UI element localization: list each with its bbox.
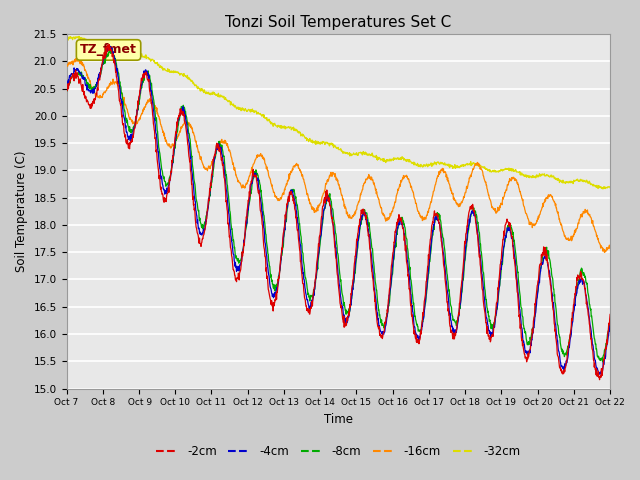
- -8cm: [171, 145, 179, 151]
- -8cm: [106, 45, 114, 51]
- -4cm: [184, 130, 191, 136]
- -8cm: [494, 298, 502, 303]
- Line: -4cm: -4cm: [67, 46, 610, 374]
- -4cm: [595, 372, 603, 377]
- -8cm: [63, 86, 70, 92]
- Legend: -2cm, -4cm, -8cm, -16cm, -32cm: -2cm, -4cm, -8cm, -16cm, -32cm: [152, 441, 525, 463]
- -16cm: [542, 195, 550, 201]
- -4cm: [606, 322, 614, 327]
- -32cm: [606, 185, 614, 191]
- -32cm: [171, 70, 179, 75]
- -16cm: [63, 62, 70, 68]
- Line: -2cm: -2cm: [67, 45, 610, 380]
- -2cm: [244, 199, 252, 204]
- -4cm: [106, 43, 114, 49]
- -4cm: [171, 143, 179, 148]
- -4cm: [494, 295, 502, 300]
- -8cm: [423, 287, 431, 292]
- -2cm: [606, 312, 614, 317]
- -16cm: [494, 204, 502, 210]
- Title: Tonzi Soil Temperatures Set C: Tonzi Soil Temperatures Set C: [225, 15, 451, 30]
- -32cm: [423, 161, 431, 167]
- -8cm: [606, 317, 614, 323]
- -2cm: [494, 285, 502, 291]
- -16cm: [244, 176, 252, 181]
- -8cm: [244, 203, 252, 209]
- Text: TZ_fmet: TZ_fmet: [80, 44, 137, 57]
- -8cm: [184, 120, 191, 126]
- -16cm: [600, 250, 608, 255]
- -32cm: [599, 186, 607, 192]
- -8cm: [599, 359, 607, 364]
- -2cm: [184, 142, 191, 147]
- -16cm: [606, 244, 614, 250]
- Line: -32cm: -32cm: [67, 36, 610, 189]
- -16cm: [423, 212, 431, 218]
- Line: -16cm: -16cm: [67, 59, 610, 252]
- X-axis label: Time: Time: [324, 413, 353, 426]
- -32cm: [244, 107, 252, 112]
- -32cm: [184, 76, 191, 82]
- -2cm: [106, 42, 113, 48]
- -4cm: [423, 283, 431, 289]
- -32cm: [75, 34, 83, 39]
- -2cm: [423, 272, 431, 278]
- -4cm: [244, 202, 252, 207]
- -16cm: [184, 120, 191, 125]
- -2cm: [63, 86, 70, 92]
- -2cm: [596, 377, 604, 383]
- -16cm: [171, 141, 179, 147]
- -32cm: [63, 36, 70, 41]
- -2cm: [171, 143, 179, 149]
- -4cm: [542, 254, 550, 260]
- -32cm: [542, 173, 550, 179]
- -4cm: [63, 83, 70, 88]
- Y-axis label: Soil Temperature (C): Soil Temperature (C): [15, 151, 28, 272]
- -32cm: [494, 168, 502, 174]
- -2cm: [542, 247, 550, 253]
- -8cm: [542, 246, 550, 252]
- Line: -8cm: -8cm: [67, 48, 610, 361]
- -16cm: [72, 56, 79, 61]
